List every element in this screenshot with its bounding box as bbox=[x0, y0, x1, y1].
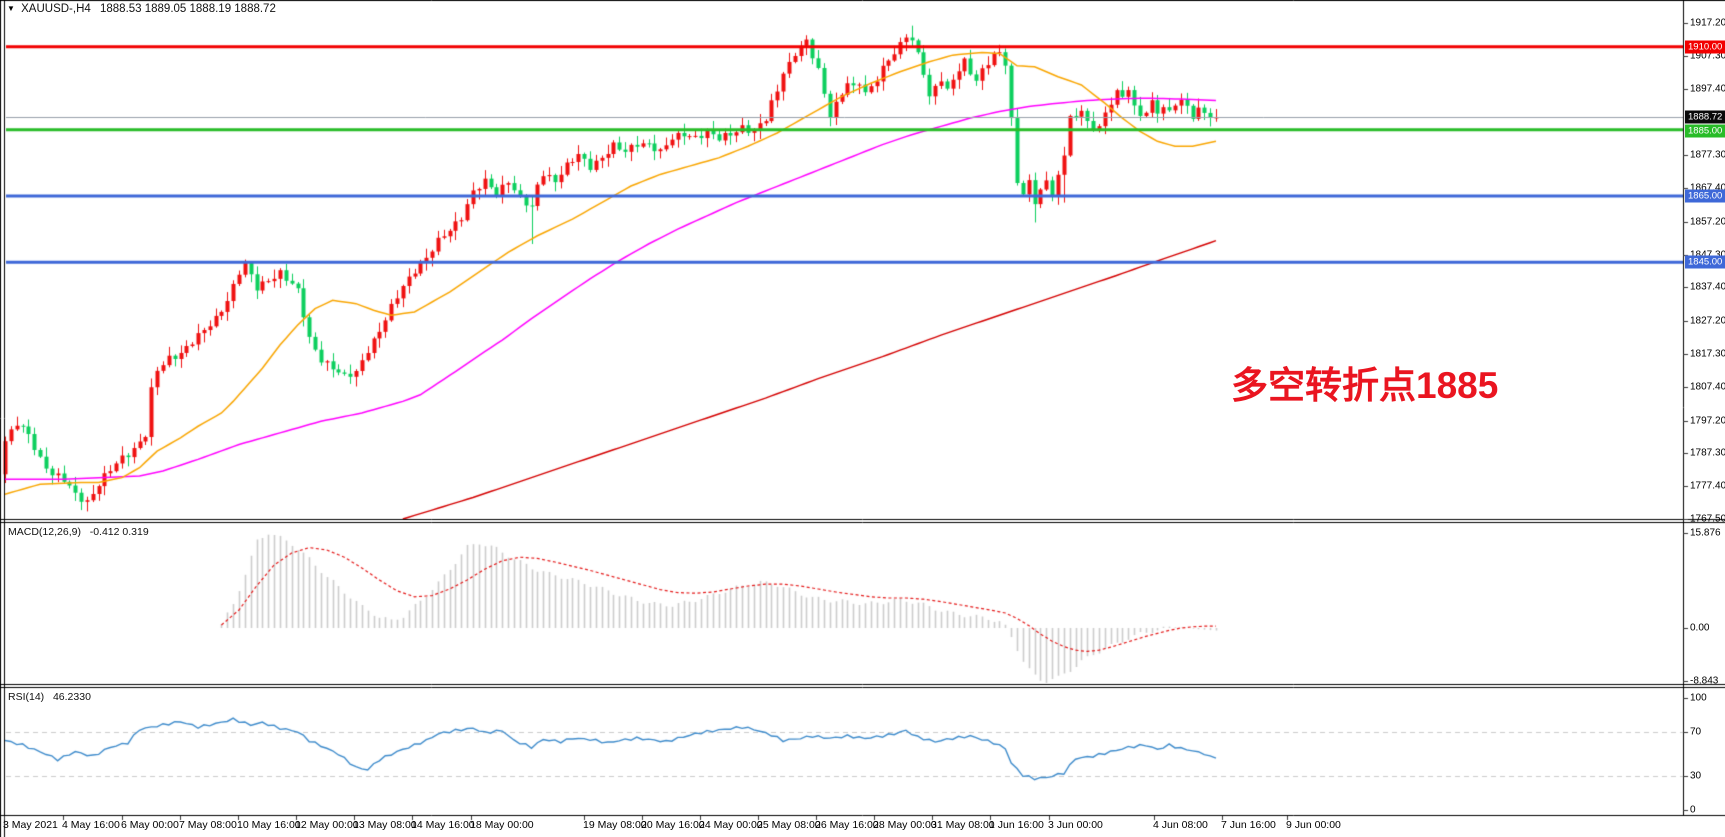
price-tick-label: 1917.20 bbox=[1690, 17, 1725, 29]
time-axis-label: 13 May 08:00 bbox=[353, 819, 417, 831]
time-axis-label: 4 Jun 08:00 bbox=[1153, 819, 1208, 831]
time-axis-label: 7 Jun 16:00 bbox=[1221, 819, 1276, 831]
price-tick-label: 1767.50 bbox=[1690, 513, 1725, 525]
price-tick-label: 1907.30 bbox=[1690, 50, 1725, 62]
price-line-badge[interactable]: 1885.00 bbox=[1685, 124, 1725, 138]
symbol-dropdown-icon[interactable]: ▼ bbox=[7, 4, 15, 13]
rsi-tick-label: 100 bbox=[1690, 692, 1707, 704]
time-axis-label: 3 Jun 00:00 bbox=[1048, 819, 1103, 831]
price-line-badge[interactable]: 1845.00 bbox=[1685, 255, 1725, 269]
macd-tick-label: -8.843 bbox=[1690, 675, 1719, 687]
macd-tick-label: 15.876 bbox=[1690, 527, 1721, 539]
rsi-indicator-label: RSI(14) 46.2330 bbox=[8, 691, 91, 703]
price-tick-label: 1827.20 bbox=[1690, 315, 1725, 327]
current-price-badge: 1888.72 bbox=[1685, 110, 1725, 124]
rsi-name: RSI(14) bbox=[8, 691, 45, 703]
price-line-badge[interactable]: 1910.00 bbox=[1685, 40, 1725, 54]
price-tick-label: 1837.40 bbox=[1690, 281, 1725, 293]
time-axis-label: 14 May 16:00 bbox=[411, 819, 475, 831]
price-tick-label: 1897.40 bbox=[1690, 83, 1725, 95]
symbol-timeframe-label: XAUUSD-,H4 bbox=[21, 3, 91, 15]
rsi-tick-label: 70 bbox=[1690, 726, 1702, 738]
time-axis-label: 25 May 08:00 bbox=[757, 819, 821, 831]
annotation-text[interactable]: 多空转折点1885 bbox=[1231, 365, 1499, 406]
time-axis-label: 7 May 08:00 bbox=[179, 819, 237, 831]
time-axis-label: 28 May 00:00 bbox=[873, 819, 937, 831]
time-axis-label: 4 May 16:00 bbox=[62, 819, 120, 831]
symbol-title: ▼ XAUUSD-,H4 1888.53 1889.05 1888.19 188… bbox=[7, 3, 276, 15]
time-axis-label: 3 May 2021 bbox=[3, 819, 58, 831]
ohlc-values: 1888.53 1889.05 1888.19 1888.72 bbox=[99, 3, 276, 15]
price-tick-label: 1817.30 bbox=[1690, 348, 1725, 360]
time-axis-label: 10 May 16:00 bbox=[237, 819, 301, 831]
time-axis-label: 24 May 00:00 bbox=[699, 819, 763, 831]
price-tick-label: 1867.40 bbox=[1690, 182, 1725, 194]
price-tick-label: 1857.20 bbox=[1690, 216, 1725, 228]
time-axis-label: 20 May 16:00 bbox=[641, 819, 705, 831]
time-axis-label: 19 May 08:00 bbox=[583, 819, 647, 831]
time-axis-label: 6 May 00:00 bbox=[121, 819, 179, 831]
price-tick-label: 1777.40 bbox=[1690, 480, 1725, 492]
rsi-tick-label: 30 bbox=[1690, 770, 1702, 782]
time-axis-label: 12 May 00:00 bbox=[295, 819, 359, 831]
price-line-badge[interactable]: 1865.00 bbox=[1685, 189, 1725, 203]
rsi-tick-label: 0 bbox=[1690, 804, 1696, 816]
time-axis-label: 26 May 16:00 bbox=[815, 819, 879, 831]
time-axis-label: 1 Jun 16:00 bbox=[989, 819, 1044, 831]
price-tick-label: 1847.30 bbox=[1690, 249, 1725, 261]
macd-values: -0.412 0.319 bbox=[89, 526, 149, 538]
time-axis-label: 9 Jun 00:00 bbox=[1286, 819, 1341, 831]
rsi-value: 46.2330 bbox=[52, 691, 91, 703]
macd-name: MACD(12,26,9) bbox=[8, 526, 81, 538]
price-tick-label: 1877.30 bbox=[1690, 149, 1725, 161]
price-tick-label: 1807.40 bbox=[1690, 381, 1725, 393]
macd-indicator-label: MACD(12,26,9) -0.412 0.319 bbox=[8, 526, 149, 538]
price-tick-label: 1797.20 bbox=[1690, 415, 1725, 427]
time-axis-label: 31 May 08:00 bbox=[931, 819, 995, 831]
time-axis-label: 18 May 00:00 bbox=[470, 819, 534, 831]
price-tick-label: 1787.30 bbox=[1690, 447, 1725, 459]
macd-tick-label: 0.00 bbox=[1690, 622, 1710, 634]
